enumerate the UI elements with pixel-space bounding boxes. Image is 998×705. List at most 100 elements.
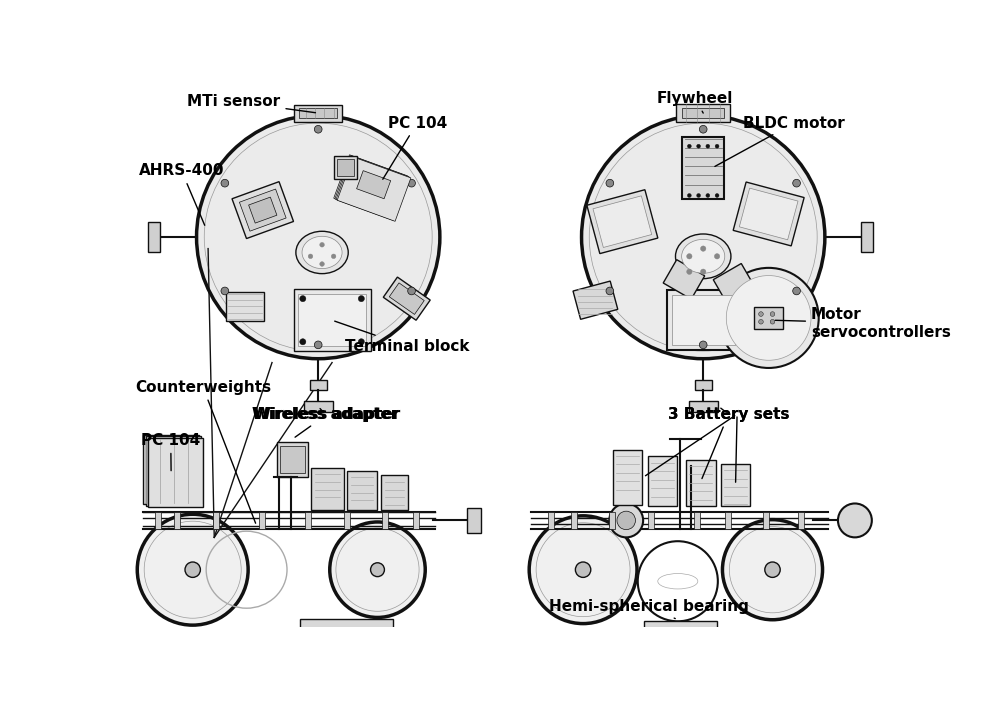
Circle shape (329, 522, 425, 618)
Bar (148, 438, 204, 508)
Ellipse shape (700, 125, 707, 133)
Ellipse shape (688, 145, 692, 148)
Text: Motor
servocontrollers: Motor servocontrollers (775, 307, 951, 340)
Bar (467, 508, 481, 533)
Circle shape (719, 268, 818, 368)
Ellipse shape (299, 295, 305, 302)
Circle shape (576, 562, 591, 577)
Bar (682, 137, 725, 199)
Bar (672, 295, 735, 345)
Bar (664, 259, 705, 299)
Ellipse shape (697, 145, 701, 148)
Bar (721, 464, 750, 506)
Ellipse shape (308, 254, 312, 259)
Bar (798, 512, 804, 529)
Circle shape (764, 562, 780, 577)
Bar (232, 182, 293, 238)
Ellipse shape (408, 287, 415, 295)
Bar (644, 620, 717, 637)
Ellipse shape (358, 295, 364, 302)
Bar (277, 442, 308, 477)
Ellipse shape (408, 179, 415, 187)
Bar (740, 188, 798, 240)
Ellipse shape (682, 240, 725, 274)
Ellipse shape (221, 287, 229, 295)
Bar (249, 197, 276, 223)
Ellipse shape (314, 125, 322, 133)
Bar (861, 223, 873, 252)
Ellipse shape (688, 194, 692, 197)
Circle shape (723, 520, 822, 620)
Ellipse shape (687, 254, 692, 259)
Ellipse shape (701, 269, 706, 274)
Bar (175, 512, 181, 529)
Text: Wireless adapter: Wireless adapter (254, 407, 400, 437)
Text: Flywheel: Flywheel (657, 91, 734, 113)
Bar (293, 290, 370, 351)
Bar (337, 157, 411, 221)
Bar (336, 159, 353, 176)
Ellipse shape (792, 287, 800, 295)
Text: Counterweights: Counterweights (135, 380, 271, 523)
Bar (383, 277, 430, 320)
Bar (573, 281, 618, 319)
Bar (294, 104, 342, 121)
Ellipse shape (676, 234, 731, 278)
Ellipse shape (606, 287, 614, 295)
Bar (309, 379, 326, 391)
Bar (343, 512, 349, 529)
Text: BLDC motor: BLDC motor (715, 116, 845, 166)
Ellipse shape (706, 194, 710, 197)
Ellipse shape (700, 341, 707, 349)
Bar (146, 436, 202, 505)
Bar (667, 290, 740, 350)
Text: AHRS-400: AHRS-400 (139, 164, 225, 226)
Ellipse shape (302, 236, 342, 269)
Bar (682, 108, 725, 118)
Bar (725, 512, 731, 529)
Text: Wireless adapter: Wireless adapter (251, 407, 398, 422)
Bar (300, 619, 393, 636)
Text: Hemi-spherical bearing: Hemi-spherical bearing (549, 599, 749, 618)
Circle shape (185, 562, 201, 577)
Bar (155, 512, 161, 529)
Bar (648, 512, 654, 529)
Ellipse shape (758, 312, 763, 317)
Circle shape (197, 116, 440, 359)
Bar (311, 467, 343, 510)
Bar (226, 292, 264, 321)
Bar (347, 471, 376, 510)
Bar (714, 264, 754, 303)
Bar (389, 283, 424, 314)
Circle shape (617, 511, 636, 529)
Text: MTi sensor: MTi sensor (188, 94, 315, 113)
Ellipse shape (758, 319, 763, 324)
Ellipse shape (299, 338, 305, 345)
Bar (381, 475, 408, 510)
Bar (258, 512, 265, 529)
Ellipse shape (770, 312, 774, 317)
Ellipse shape (295, 231, 348, 274)
Bar (144, 435, 199, 504)
Bar (613, 450, 643, 505)
Bar (593, 196, 652, 247)
Ellipse shape (687, 269, 692, 274)
Bar (734, 182, 804, 246)
Ellipse shape (715, 254, 720, 259)
Bar (303, 401, 333, 412)
Bar (689, 401, 718, 412)
Bar (382, 512, 388, 529)
Ellipse shape (319, 243, 324, 247)
Circle shape (370, 563, 384, 577)
Bar (305, 512, 311, 529)
Circle shape (727, 276, 811, 360)
Ellipse shape (701, 246, 706, 251)
Ellipse shape (770, 319, 774, 324)
Ellipse shape (606, 179, 614, 187)
Text: PC 104: PC 104 (383, 116, 447, 179)
Text: PC 104: PC 104 (141, 433, 201, 471)
Ellipse shape (319, 262, 324, 266)
Ellipse shape (706, 145, 710, 148)
Circle shape (582, 116, 825, 359)
Bar (695, 379, 712, 391)
